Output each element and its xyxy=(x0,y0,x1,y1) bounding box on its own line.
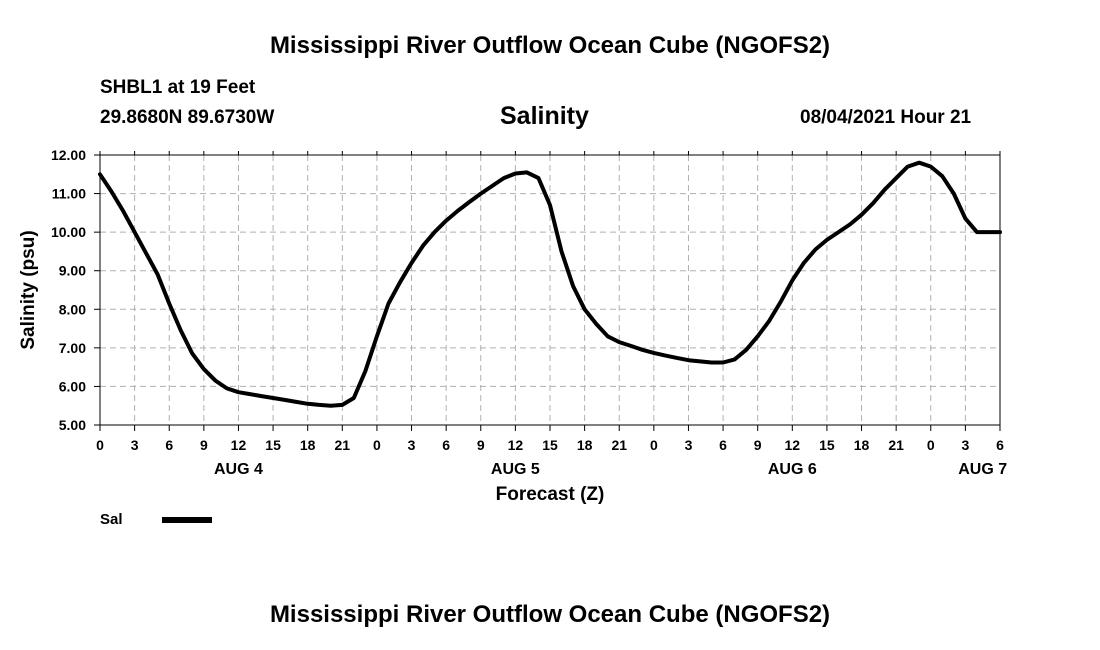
chart-title-top: Mississippi River Outflow Ocean Cube (NG… xyxy=(269,32,831,59)
x-tick-label: 15 xyxy=(265,437,281,453)
grid-lines xyxy=(100,155,1000,425)
series-line-sal xyxy=(98,160,1002,408)
y-tick-label: 9.00 xyxy=(59,263,86,279)
x-tick-label: 15 xyxy=(542,437,558,453)
x-tick-label: 12 xyxy=(785,437,801,453)
x-axis-label: Forecast (Z) xyxy=(496,484,605,505)
plot-frame xyxy=(99,154,1001,426)
x-tick-label: 18 xyxy=(577,437,593,453)
station-coordinates: 29.8680N 89.6730W xyxy=(100,107,275,128)
y-tick-label: 8.00 xyxy=(59,301,86,317)
x-tick-label: 3 xyxy=(961,437,969,453)
y-tick-label: 6.00 xyxy=(59,378,86,394)
x-tick-label: 0 xyxy=(373,437,381,453)
x-tick-label: 0 xyxy=(650,437,658,453)
x-tick-label: 6 xyxy=(719,437,727,453)
x-tick-label: 3 xyxy=(685,437,693,453)
date-labels: AUG 4 AUG 5 AUG 6 AUG 7 xyxy=(214,461,1007,478)
forecast-timestamp: 08/04/2021 Hour 21 xyxy=(800,107,972,128)
y-tick-label: 12.00 xyxy=(51,147,86,163)
date-label: AUG 5 xyxy=(491,461,540,478)
x-axis-ticks: 0 3 6 9 12 15 18 21 0 3 6 9 12 15 18 21 0 3 6 9 12 15 18 21 0 3 6 xyxy=(96,151,1004,453)
y-tick-label: 5.00 xyxy=(59,417,86,433)
chart-title-bottom: Mississippi River Outflow Ocean Cube (NG… xyxy=(269,601,831,628)
date-label: AUG 7 xyxy=(958,461,1007,478)
x-tick-label: 21 xyxy=(611,437,627,453)
x-tick-label: 21 xyxy=(888,437,904,453)
legend-label: Sal xyxy=(100,511,123,528)
y-tick-label: 11.00 xyxy=(52,186,86,202)
x-tick-label: 9 xyxy=(477,437,485,453)
date-label: AUG 4 xyxy=(214,461,263,478)
x-tick-label: 0 xyxy=(927,437,935,453)
x-tick-label: 3 xyxy=(408,437,416,453)
station-label: SHBL1 at 19 Feet xyxy=(100,77,256,98)
x-tick-label: 15 xyxy=(819,437,835,453)
x-tick-label: 12 xyxy=(508,437,524,453)
x-tick-label: 18 xyxy=(300,437,316,453)
x-tick-label: 18 xyxy=(854,437,870,453)
y-axis-ticks: 5.00 6.00 7.00 8.00 9.00 10.00 11.00 12.00 xyxy=(51,147,100,433)
y-tick-label: 7.00 xyxy=(59,340,86,356)
x-tick-label: 9 xyxy=(754,437,762,453)
x-tick-label: 0 xyxy=(96,437,104,453)
x-tick-label: 3 xyxy=(131,437,139,453)
x-tick-label: 9 xyxy=(200,437,208,453)
x-tick-label: 6 xyxy=(165,437,173,453)
x-tick-label: 21 xyxy=(335,437,351,453)
date-label: AUG 6 xyxy=(768,461,817,478)
variable-title: Salinity xyxy=(500,102,589,130)
y-tick-label: 10.00 xyxy=(51,224,86,240)
x-tick-label: 6 xyxy=(442,437,450,453)
x-tick-label: 12 xyxy=(231,437,247,453)
x-tick-label: 6 xyxy=(996,437,1004,453)
y-axis-label: Salinity (psu) xyxy=(18,230,39,349)
